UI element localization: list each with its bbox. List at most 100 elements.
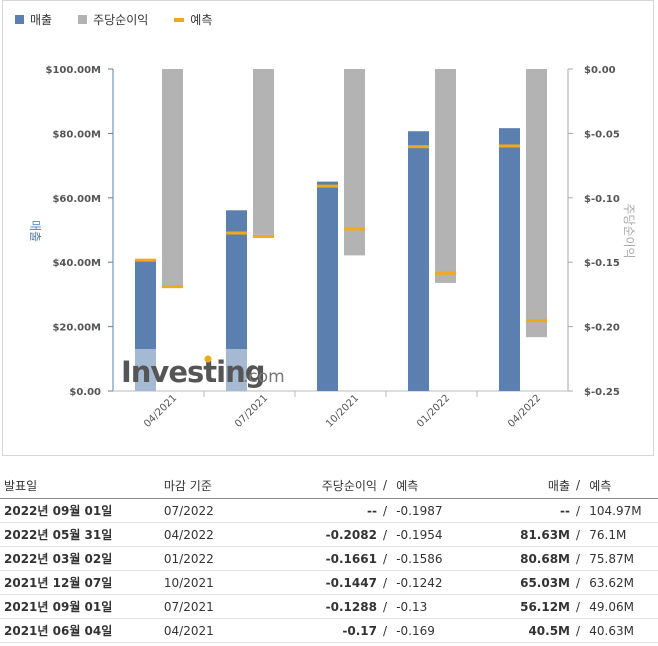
revenue-bar <box>408 131 429 392</box>
legend-label: 매출 <box>30 13 53 27</box>
header-date[interactable]: 발표일 <box>0 472 164 499</box>
eps-bar <box>435 69 456 283</box>
header-revenue[interactable]: 매출 <box>482 472 570 499</box>
eps-bar <box>162 69 183 288</box>
header-eps-forecast[interactable]: 예측 <box>396 472 483 499</box>
left-tick-label: $40.00M <box>52 258 101 269</box>
legend-item[interactable]: 주당순이익 <box>78 11 148 28</box>
eps-forecast-cell: -0.1242 <box>396 570 483 595</box>
watermark-suffix: .com <box>243 367 285 387</box>
eps-cell: -0.1447 <box>278 570 377 595</box>
right-tick-label: $-0.15 <box>584 258 620 269</box>
period-cell: 01/2022 <box>163 546 279 571</box>
slash-cell: / <box>570 618 590 643</box>
revenue-forecast-marker <box>135 258 156 262</box>
revenue-cell: -- <box>482 498 570 523</box>
legend-swatch <box>15 15 24 24</box>
eps-forecast-marker <box>162 285 183 289</box>
eps-cell: -0.1288 <box>278 594 377 619</box>
revenue-bar <box>499 128 520 391</box>
header-slash: / <box>376 472 397 499</box>
slash-cell: / <box>376 522 397 547</box>
eps-forecast-cell: -0.1954 <box>396 522 483 547</box>
legend-item[interactable]: 매출 <box>15 11 52 28</box>
eps-forecast-marker <box>253 234 274 238</box>
revenue-forecast-cell: 63.62M <box>589 570 658 595</box>
eps-cell: -0.2082 <box>278 522 377 547</box>
slash-cell: / <box>376 498 397 523</box>
table-header-row: 발표일 마감 기준 주당순이익 / 예측 매출 / 예측 <box>0 472 658 499</box>
investing-watermark: Investing.com <box>121 349 285 391</box>
revenue-forecast-marker <box>226 231 247 235</box>
table-row: 2022년 05월 31일 04/2022 -0.2082/-0.1954 81.63… <box>0 522 658 547</box>
date-cell: 2022년 05월 31일 <box>0 522 164 547</box>
header-revenue-forecast[interactable]: 예측 <box>589 472 658 499</box>
table-row: 2021년 06월 04일 04/2021 -0.17/-0.169 40.5M/40… <box>0 618 658 643</box>
table-row: 2022년 09월 01일 07/2022 -- / -0.1987 --/104.97M <box>0 498 658 523</box>
eps-forecast-marker <box>526 319 547 323</box>
eps-cell: -0.1661 <box>278 546 377 571</box>
header-slash: / <box>570 472 590 499</box>
revenue-bar <box>317 181 338 391</box>
left-tick-label: $20.00M <box>52 323 101 334</box>
x-tick-label: 04/2021 <box>142 393 179 430</box>
revenue-cell: 65.03M <box>482 570 570 595</box>
slash-cell: / <box>570 594 590 619</box>
date-cell: 2021년 12월 07일 <box>0 570 164 595</box>
date-cell: 2022년 09월 01일 <box>0 498 164 523</box>
eps-forecast-cell: -0.169 <box>396 618 483 643</box>
left-tick-label: $60.00M <box>52 194 101 205</box>
x-tick-label: 10/2021 <box>324 393 361 430</box>
revenue-forecast-cell: 76.1M <box>589 522 658 547</box>
slash-cell: / <box>570 546 590 571</box>
eps-bar <box>526 69 547 338</box>
legend-label: 예측 <box>190 13 213 27</box>
x-tick-label: 01/2022 <box>415 393 452 430</box>
right-tick-label: $-0.05 <box>584 129 620 140</box>
revenue-forecast-cell: 49.06M <box>589 594 658 619</box>
chart-legend: 매출 주당순이익 예측 <box>15 11 212 28</box>
legend-item[interactable]: 예측 <box>174 11 212 28</box>
slash-cell: / <box>376 618 397 643</box>
watermark-band <box>225 349 247 391</box>
revenue-cell: 81.63M <box>482 522 570 547</box>
date-cell: 2021년 06월 04일 <box>0 618 164 643</box>
header-eps[interactable]: 주당순이익 <box>278 472 377 499</box>
period-cell: 07/2021 <box>163 594 279 619</box>
eps-bar <box>344 69 365 256</box>
period-cell: 10/2021 <box>163 570 279 595</box>
right-axis-title: 주당순이익 <box>622 203 636 258</box>
revenue-forecast-marker <box>499 144 520 148</box>
right-tick-label: $-0.10 <box>584 194 620 205</box>
period-cell: 07/2022 <box>163 498 279 523</box>
revenue-forecast-cell: 40.63M <box>589 618 658 643</box>
legend-swatch <box>174 17 185 22</box>
revenue-forecast-cell: 104.97M <box>589 498 658 523</box>
table-row: 2022년 03월 02일 01/2022 -0.1661/-0.1586 80.68… <box>0 546 658 571</box>
slash-cell: / <box>570 522 590 547</box>
table-row: 2021년 12월 07일 10/2021 -0.1447/-0.1242 65.03… <box>0 570 658 595</box>
eps-forecast-cell: -0.1586 <box>396 546 483 571</box>
eps-forecast-cell: -0.13 <box>396 594 483 619</box>
right-tick-label: $-0.20 <box>584 323 620 334</box>
revenue-cell: 56.12M <box>482 594 570 619</box>
legend-label: 주당순이익 <box>93 13 149 27</box>
eps-cell: -- <box>278 498 377 523</box>
revenue-cell: 40.5M <box>482 618 570 643</box>
revenue-forecast-marker <box>317 184 338 188</box>
left-axis-title: 매출 <box>28 220 42 242</box>
eps-forecast-marker <box>435 271 456 275</box>
earnings-chart: $0.00 $20.00M $40.00M $60.00M $80.00M $100.00… <box>28 65 636 430</box>
slash-cell: / <box>376 546 397 571</box>
right-tick-label: $0.00 <box>584 65 616 76</box>
eps-bar <box>253 69 274 235</box>
date-cell: 2022년 03월 02일 <box>0 546 164 571</box>
header-period[interactable]: 마감 기준 <box>163 472 279 499</box>
left-tick-label: $100.00M <box>46 65 102 76</box>
left-tick-label: $80.00M <box>52 129 101 140</box>
revenue-cell: 80.68M <box>482 546 570 571</box>
revenue-forecast-cell: 75.87M <box>589 546 658 571</box>
left-tick-label: $0.00 <box>69 387 101 398</box>
watermark-dot <box>204 355 212 363</box>
